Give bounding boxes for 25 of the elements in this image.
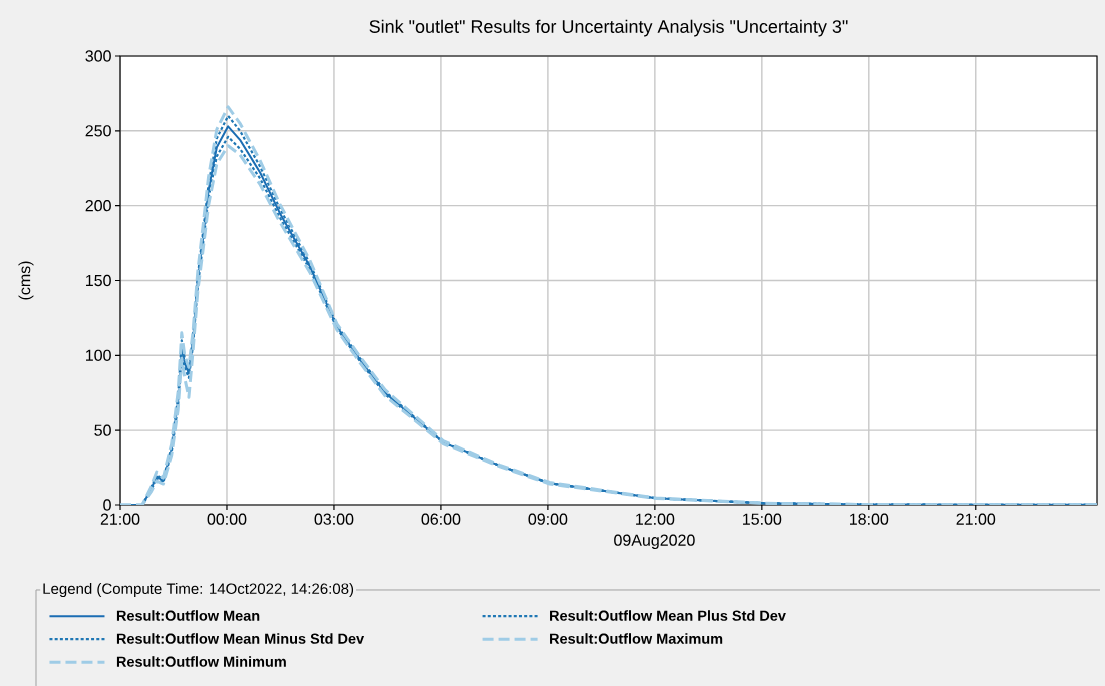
x-tick-label: 18:00: [850, 513, 889, 525]
legend-label: Result:Outflow Maximum: [550, 632, 723, 644]
x-tick-label: 06:00: [421, 513, 461, 525]
x-tick-label: 12:00: [636, 513, 675, 525]
x-tick-label: 00:00: [207, 513, 247, 525]
x-tick-label: 21:00: [100, 513, 140, 525]
legend-label: Result:Outflow Mean Minus Std Dev: [116, 632, 365, 644]
y-tick-label: 200: [85, 199, 111, 212]
x-tick-label: 03:00: [314, 513, 354, 525]
y-tick-label: 100: [86, 349, 111, 361]
x-tick-label: 21:00: [956, 513, 996, 525]
y-tick-label: 250: [85, 124, 111, 137]
y-tick-label: 50: [94, 424, 111, 436]
chart-title: Sink "outlet" Results for Uncertainty Analysis "Uncertainty 3": [369, 19, 848, 37]
x-tick-label: 15:00: [743, 513, 782, 525]
x-tick-label: 09:00: [528, 513, 568, 525]
y-tick-label: 0: [103, 499, 111, 511]
legend-title: Legend (Compute Time: 14Oct2022, 14:26:08): [43, 582, 354, 597]
y-tick-label: 300: [85, 50, 111, 62]
y-axis-title: (cms): [18, 261, 34, 300]
x-axis-title: 09Aug2020: [614, 534, 695, 549]
legend-label: Result:Outflow Mean: [116, 609, 260, 621]
legend-label: Result:Outflow Minimum: [116, 655, 286, 667]
y-tick-label: 150: [86, 274, 111, 286]
legend-label: Result:Outflow Mean Plus Std Dev: [550, 609, 786, 621]
